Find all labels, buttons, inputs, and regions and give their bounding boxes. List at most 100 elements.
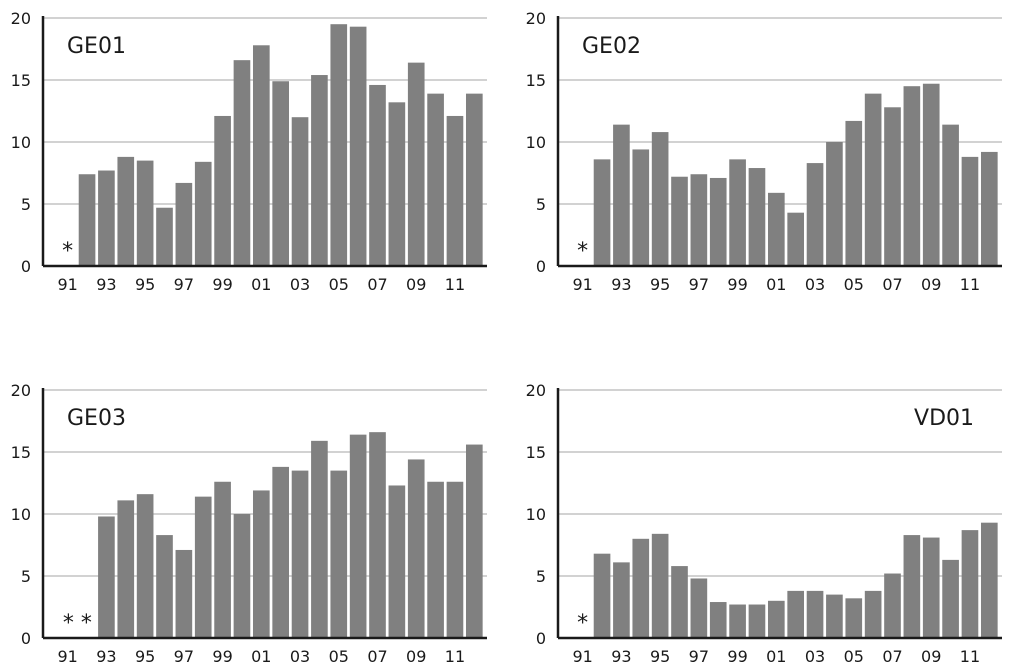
bar-2002 xyxy=(787,212,805,266)
bar-2012 xyxy=(465,444,483,638)
bar-2011 xyxy=(961,530,979,638)
bar-2010 xyxy=(427,93,444,266)
y-tick-label: 20 xyxy=(11,381,31,400)
y-tick-label: 5 xyxy=(536,195,546,214)
bar-1999 xyxy=(729,604,746,638)
y-tick-label: 0 xyxy=(536,629,546,648)
x-tick-label: 99 xyxy=(212,275,232,294)
x-tick-label: 99 xyxy=(727,647,747,666)
y-tick-label: 15 xyxy=(11,71,31,90)
bar-2004 xyxy=(826,594,843,638)
x-tick-label: 05 xyxy=(844,275,864,294)
x-tick-label: 97 xyxy=(689,647,709,666)
bar-1992 xyxy=(593,553,611,638)
y-tick-label: 10 xyxy=(11,505,31,524)
bar-1999 xyxy=(214,115,231,267)
bar-1998 xyxy=(194,496,212,638)
bar-1993 xyxy=(613,124,630,266)
bar-2000 xyxy=(233,60,251,266)
bar-2011 xyxy=(446,481,464,638)
x-tick-label: 95 xyxy=(135,647,155,666)
bar-1997 xyxy=(690,174,708,266)
bar-2008 xyxy=(388,485,406,638)
bar-1993 xyxy=(98,170,115,266)
bar-1996 xyxy=(671,566,688,638)
y-tick-label: 0 xyxy=(21,629,31,648)
x-tick-label: 01 xyxy=(251,275,271,294)
bar-2002 xyxy=(787,590,805,638)
x-tick-label: 97 xyxy=(174,275,194,294)
bar-2007 xyxy=(884,573,901,638)
bar-1999 xyxy=(214,481,231,638)
bar-2001 xyxy=(252,490,270,638)
x-tick-label: 03 xyxy=(805,275,825,294)
x-tick-label: 09 xyxy=(921,275,941,294)
x-tick-label: 07 xyxy=(882,275,902,294)
bar-2008 xyxy=(903,535,921,638)
x-tick-label: 99 xyxy=(212,647,232,666)
bar-1998 xyxy=(709,602,727,638)
bar-1997 xyxy=(175,182,193,266)
bar-2004 xyxy=(311,75,328,266)
bar-2008 xyxy=(388,102,406,266)
bar-1996 xyxy=(156,535,173,638)
bar-2009 xyxy=(407,459,425,638)
bar-2009 xyxy=(922,537,940,638)
x-tick-label: 05 xyxy=(329,647,349,666)
missing-data-marker: * xyxy=(577,611,588,636)
x-tick-label: 93 xyxy=(96,275,116,294)
bar-1994 xyxy=(117,500,135,638)
x-tick-label: 91 xyxy=(58,647,78,666)
y-tick-label: 15 xyxy=(526,71,546,90)
bar-2009 xyxy=(922,83,940,266)
y-tick-label: 0 xyxy=(536,257,546,276)
x-tick-label: 03 xyxy=(290,647,310,666)
bar-1994 xyxy=(632,538,650,638)
bar-2006 xyxy=(864,93,882,266)
bar-2007 xyxy=(884,107,901,266)
bar-1995 xyxy=(136,494,154,638)
bar-2010 xyxy=(942,124,959,266)
x-tick-label: 09 xyxy=(406,275,426,294)
bar-2011 xyxy=(446,115,464,267)
x-tick-label: 01 xyxy=(251,647,271,666)
bar-2002 xyxy=(272,466,290,638)
x-tick-label: 93 xyxy=(611,647,631,666)
panel-title: GE01 xyxy=(67,34,126,59)
x-tick-label: 95 xyxy=(135,275,155,294)
x-tick-label: 05 xyxy=(844,647,864,666)
x-tick-label: 05 xyxy=(329,275,349,294)
y-tick-label: 10 xyxy=(526,133,546,152)
y-tick-label: 10 xyxy=(11,133,31,152)
x-tick-label: 99 xyxy=(727,275,747,294)
y-tick-label: 15 xyxy=(11,443,31,462)
bar-1992 xyxy=(78,174,96,266)
bar-1996 xyxy=(671,176,688,266)
y-tick-label: 0 xyxy=(21,257,31,276)
bar-2000 xyxy=(748,168,766,266)
bar-2005 xyxy=(330,24,348,267)
bar-2000 xyxy=(748,604,766,638)
bar-1995 xyxy=(651,533,669,638)
bar-2008 xyxy=(903,86,921,266)
bar-2012 xyxy=(980,151,998,266)
bar-2001 xyxy=(767,192,785,266)
bar-1994 xyxy=(632,149,650,266)
x-tick-label: 91 xyxy=(58,275,78,294)
bar-2007 xyxy=(369,432,386,638)
missing-data-marker: * * xyxy=(63,611,92,636)
x-tick-label: 97 xyxy=(174,647,194,666)
x-tick-label: 07 xyxy=(882,647,902,666)
bar-2004 xyxy=(826,142,843,266)
y-tick-label: 5 xyxy=(536,567,546,586)
bar-2004 xyxy=(311,440,328,638)
bar-2003 xyxy=(291,117,309,266)
bar-2003 xyxy=(806,163,824,266)
bar-2001 xyxy=(767,600,785,638)
bar-2006 xyxy=(349,26,367,267)
x-tick-label: 01 xyxy=(766,275,786,294)
bar-2011 xyxy=(961,156,979,266)
